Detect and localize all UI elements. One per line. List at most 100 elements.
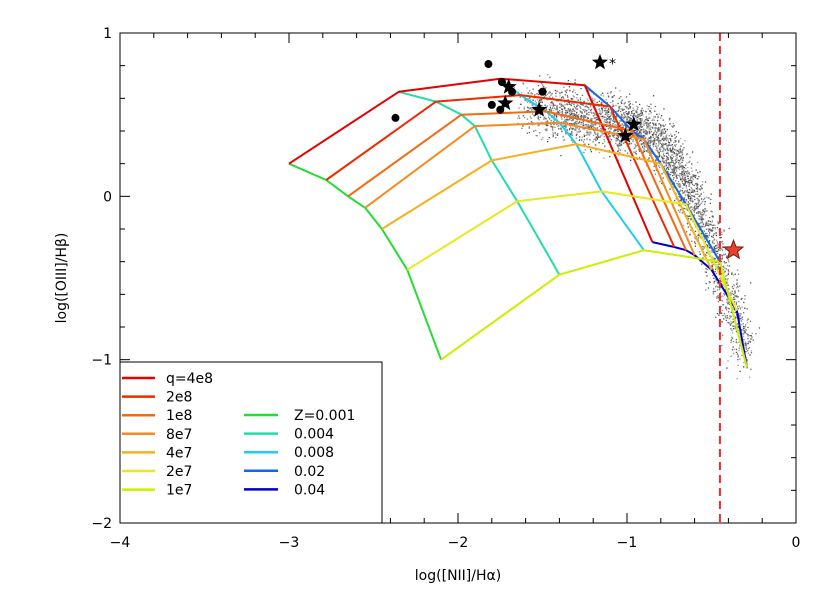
galaxy-point	[669, 144, 671, 146]
galaxy-point	[672, 165, 674, 167]
galaxy-point	[568, 102, 571, 104]
galaxy-point	[611, 134, 613, 136]
galaxy-point	[558, 128, 560, 130]
galaxy-point	[687, 177, 689, 180]
galaxy-point	[556, 134, 559, 136]
galaxy-point	[671, 169, 673, 172]
galaxy-point	[654, 124, 657, 127]
galaxy-point	[589, 138, 591, 141]
galaxy-point	[674, 174, 676, 176]
galaxy-point	[658, 152, 660, 155]
galaxy-point	[700, 198, 703, 200]
galaxy-point	[590, 119, 592, 121]
galaxy-point	[600, 135, 602, 137]
galaxy-point	[587, 117, 589, 119]
galaxy-point	[728, 227, 730, 230]
galaxy-point	[639, 139, 642, 141]
galaxy-point	[697, 188, 699, 191]
galaxy-point	[560, 92, 562, 94]
galaxy-point	[717, 296, 719, 298]
galaxy-point	[644, 146, 646, 148]
galaxy-point	[657, 140, 659, 142]
galaxy-point	[672, 168, 674, 170]
galaxy-point	[672, 146, 674, 148]
galaxy-point	[671, 150, 673, 152]
galaxy-point	[691, 189, 694, 191]
galaxy-point	[632, 103, 634, 105]
galaxy-point	[702, 225, 704, 227]
galaxy-point	[628, 106, 630, 108]
galaxy-point	[665, 152, 667, 154]
galaxy-point	[583, 138, 585, 141]
galaxy-point	[608, 117, 610, 119]
galaxy-point	[685, 201, 687, 203]
galaxy-point	[678, 183, 680, 185]
galaxy-point	[723, 262, 726, 264]
galaxy-point	[549, 76, 551, 79]
galaxy-point	[596, 128, 598, 130]
galaxy-point	[580, 101, 582, 103]
galaxy-point	[687, 170, 689, 172]
galaxy-point	[576, 127, 578, 129]
galaxy-point	[652, 136, 655, 138]
galaxy-point	[711, 265, 713, 267]
galaxy-point	[667, 158, 670, 161]
galaxy-point	[615, 129, 617, 131]
galaxy-point	[568, 112, 571, 115]
galaxy-point	[649, 127, 651, 130]
galaxy-point	[715, 261, 717, 263]
galaxy-point	[675, 167, 677, 169]
galaxy-point	[654, 128, 657, 130]
galaxy-point	[587, 117, 589, 119]
galaxy-point	[688, 181, 691, 184]
galaxy-point	[576, 104, 579, 106]
galaxy-point	[561, 121, 563, 123]
galaxy-point	[618, 106, 620, 108]
galaxy-point	[592, 115, 595, 117]
galaxy-point	[548, 92, 550, 94]
galaxy-point	[580, 116, 582, 118]
galaxy-point	[583, 114, 585, 116]
galaxy-point	[632, 107, 634, 110]
galaxy-point	[642, 110, 644, 112]
galaxy-point	[643, 142, 645, 144]
x-tick-label: −2	[448, 535, 469, 551]
galaxy-point	[723, 313, 726, 315]
galaxy-point	[677, 183, 679, 186]
galaxy-point	[725, 307, 728, 309]
galaxy-point	[595, 114, 598, 116]
galaxy-point	[680, 157, 682, 159]
galaxy-point	[668, 166, 670, 168]
galaxy-point	[640, 126, 642, 128]
galaxy-point	[607, 111, 610, 113]
galaxy-point	[568, 128, 571, 131]
galaxy-point	[600, 128, 603, 130]
galaxy-point	[668, 154, 670, 156]
galaxy-point	[733, 293, 735, 296]
galaxy-point	[682, 165, 684, 167]
galaxy-point	[737, 296, 739, 298]
galaxy-point	[608, 135, 611, 137]
galaxy-point	[632, 115, 634, 117]
galaxy-point	[551, 104, 553, 106]
galaxy-point	[588, 134, 590, 136]
galaxy-point	[595, 119, 597, 121]
galaxy-point	[656, 113, 658, 115]
galaxy-point	[580, 103, 582, 105]
galaxy-point	[716, 313, 719, 315]
galaxy-point	[596, 116, 598, 119]
galaxy-point	[518, 107, 520, 109]
galaxy-point	[668, 134, 671, 137]
galaxy-point	[649, 117, 651, 119]
galaxy-point	[699, 253, 701, 255]
galaxy-point	[719, 277, 721, 280]
galaxy-point	[678, 149, 680, 151]
galaxy-point	[614, 120, 616, 122]
galaxy-point	[543, 117, 545, 119]
galaxy-point	[667, 158, 669, 160]
galaxy-point	[525, 100, 528, 102]
galaxy-point	[726, 255, 728, 257]
galaxy-point	[607, 141, 609, 143]
galaxy-point	[650, 137, 652, 139]
